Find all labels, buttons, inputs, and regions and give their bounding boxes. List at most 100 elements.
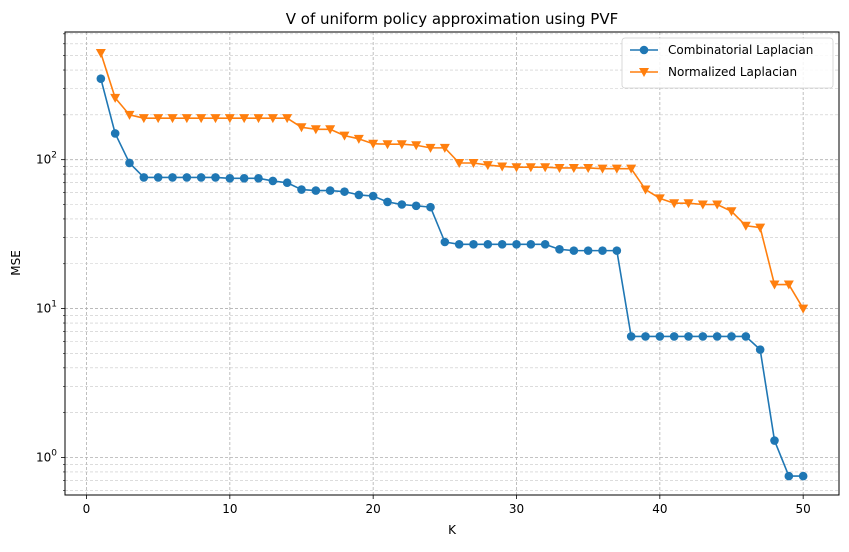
x-tick-label: 0 — [83, 502, 91, 516]
data-point — [425, 143, 436, 153]
data-point — [669, 332, 679, 341]
data-point — [267, 114, 278, 124]
data-point — [755, 223, 766, 233]
data-point — [411, 141, 422, 151]
data-point — [639, 45, 649, 55]
data-point — [196, 173, 206, 182]
data-point — [770, 436, 779, 445]
data-point — [125, 158, 134, 168]
data-point — [540, 240, 550, 249]
data-point — [440, 237, 450, 247]
data-point — [741, 332, 751, 341]
legend: Combinatorial Laplacian Normalized Laplac… — [621, 37, 834, 89]
data-point — [353, 134, 364, 144]
data-point — [611, 164, 622, 174]
data-point — [655, 332, 665, 341]
data-point — [583, 163, 594, 173]
data-point — [411, 201, 421, 211]
data-point — [597, 164, 608, 174]
data-point — [554, 163, 565, 173]
data-point — [124, 110, 135, 120]
data-point — [196, 114, 207, 124]
data-point — [697, 200, 708, 210]
data-point — [583, 246, 593, 255]
data-point — [426, 202, 435, 212]
data-point — [654, 194, 665, 204]
data-point — [727, 332, 736, 341]
x-tick-label: 20 — [366, 502, 381, 516]
data-point — [569, 246, 579, 255]
data-point — [368, 139, 379, 149]
data-point — [525, 163, 536, 173]
data-point — [684, 332, 693, 341]
series-0 — [96, 74, 808, 481]
data-point — [296, 123, 307, 133]
data-point — [497, 162, 508, 172]
legend-label: Combinatorial Laplacian — [668, 43, 813, 57]
data-point — [268, 176, 278, 186]
data-point — [311, 186, 321, 195]
data-point — [396, 140, 407, 150]
data-point — [669, 199, 680, 209]
data-point — [254, 173, 263, 183]
data-point — [224, 114, 235, 124]
data-point — [555, 245, 564, 254]
data-point — [511, 163, 522, 173]
data-point — [239, 173, 249, 183]
data-point — [211, 173, 220, 182]
data-point — [153, 173, 163, 182]
data-point — [310, 125, 321, 135]
data-point — [382, 140, 393, 150]
data-point — [626, 164, 637, 174]
data-point — [598, 246, 607, 255]
data-point — [712, 200, 723, 210]
data-point — [540, 163, 551, 173]
x-tick-label: 30 — [509, 502, 524, 516]
data-point — [153, 114, 164, 124]
data-point — [210, 114, 221, 124]
data-point — [798, 304, 809, 314]
data-point — [740, 221, 751, 231]
data-point — [325, 125, 336, 135]
data-point — [96, 74, 106, 83]
legend-box — [621, 37, 834, 89]
data-point — [297, 185, 306, 194]
data-point — [454, 158, 465, 168]
data-point — [483, 240, 493, 249]
data-point — [784, 471, 794, 481]
data-point — [325, 186, 335, 195]
legend-item-0: Combinatorial Laplacian — [630, 43, 813, 57]
data-point — [640, 185, 651, 195]
data-point — [182, 173, 192, 182]
data-point — [397, 200, 407, 209]
data-point — [225, 173, 235, 183]
data-point — [168, 173, 177, 182]
data-point — [683, 199, 694, 209]
data-point — [769, 280, 780, 290]
data-point — [439, 143, 450, 153]
data-point — [139, 173, 149, 182]
data-point — [95, 49, 106, 59]
data-point — [354, 190, 364, 200]
data-point — [383, 197, 392, 207]
legend-item-1: Normalized Laplacian — [630, 65, 797, 79]
data-point — [239, 114, 250, 124]
legend-label: Normalized Laplacian — [668, 65, 797, 79]
x-axis-label: K — [448, 523, 457, 537]
data-point — [755, 345, 765, 354]
data-point — [340, 187, 349, 196]
data-point — [783, 280, 794, 290]
data-point — [138, 114, 149, 124]
data-point — [639, 68, 649, 77]
data-point — [497, 240, 507, 249]
data-point — [798, 471, 808, 481]
data-point — [181, 114, 192, 124]
series-1 — [95, 49, 809, 314]
data-point — [339, 131, 350, 141]
data-point — [641, 332, 650, 341]
x-tick-label: 40 — [652, 502, 667, 516]
data-point — [368, 191, 378, 201]
data-point — [482, 161, 493, 171]
